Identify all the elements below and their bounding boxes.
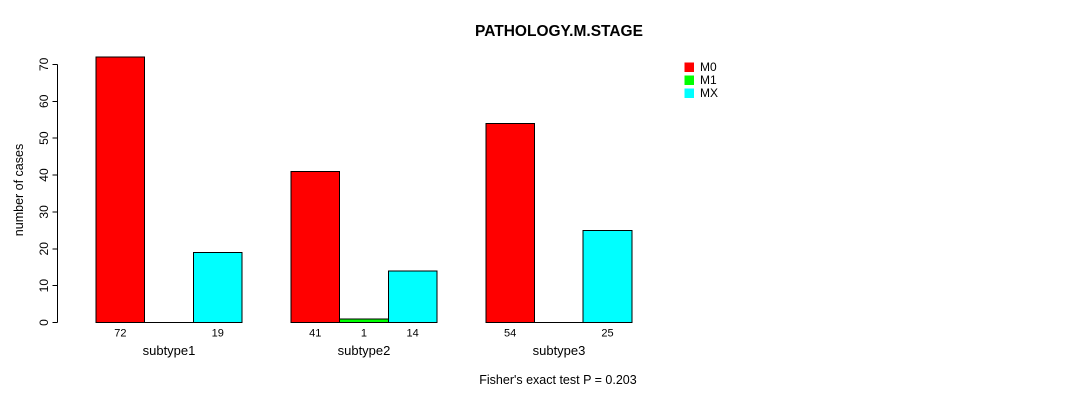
bar-value-label: 54 — [504, 328, 516, 340]
y-tick-label: 20 — [37, 242, 51, 256]
chart-title: PATHOLOGY.M.STAGE — [475, 23, 643, 40]
bar-value-label: 25 — [601, 328, 613, 340]
bar-value-label: 19 — [212, 328, 224, 340]
y-tick-label: 60 — [37, 94, 51, 108]
legend-item-m0: M0 — [684, 60, 717, 74]
legend-swatch-m0 — [684, 62, 694, 72]
y-tick-label: 0 — [37, 319, 51, 326]
bar-value-label: 72 — [114, 328, 126, 340]
legend-label-mx: MX — [700, 86, 718, 100]
bar-mx-subtype1 — [192, 251, 243, 324]
x-category-label-subtype3: subtype3 — [533, 343, 586, 358]
legend-item-m1: M1 — [684, 73, 717, 87]
y-axis: 0 10 20 30 40 50 60 70 — [37, 57, 58, 326]
x-category-label-subtype1: subtype1 — [143, 343, 196, 358]
bar-m0-subtype2 — [290, 170, 341, 323]
annotation-text: Fisher's exact test P = 0.203 — [479, 373, 636, 387]
legend-swatch-m1 — [684, 75, 694, 85]
bar-value-label: 41 — [309, 328, 321, 340]
bar-mx-subtype3 — [582, 229, 633, 323]
legend-item-mx: MX — [684, 86, 718, 100]
y-tick-label: 40 — [37, 168, 51, 182]
y-tick-label: 10 — [37, 279, 51, 293]
bar-m1-subtype2 — [339, 318, 389, 324]
legend-label-m0: M0 — [700, 60, 717, 74]
bar-mx-subtype2 — [387, 270, 438, 324]
legend-swatch-mx — [684, 88, 694, 98]
y-tick-label: 50 — [37, 131, 51, 145]
legend: M0 M1 MX — [684, 60, 718, 100]
bars: 72 19 41 1 14 54 25 — [95, 56, 633, 340]
x-category-label-subtype2: subtype2 — [338, 343, 391, 358]
y-axis-label: number of cases — [12, 144, 26, 236]
bar-m0-subtype1 — [95, 56, 146, 323]
y-tick-label: 30 — [37, 205, 51, 219]
legend-label-m1: M1 — [700, 73, 717, 87]
bar-m0-subtype3 — [485, 122, 535, 323]
bar-value-label: 1 — [361, 328, 367, 340]
y-tick-label: 70 — [37, 57, 51, 71]
bar-value-label: 14 — [407, 328, 419, 340]
